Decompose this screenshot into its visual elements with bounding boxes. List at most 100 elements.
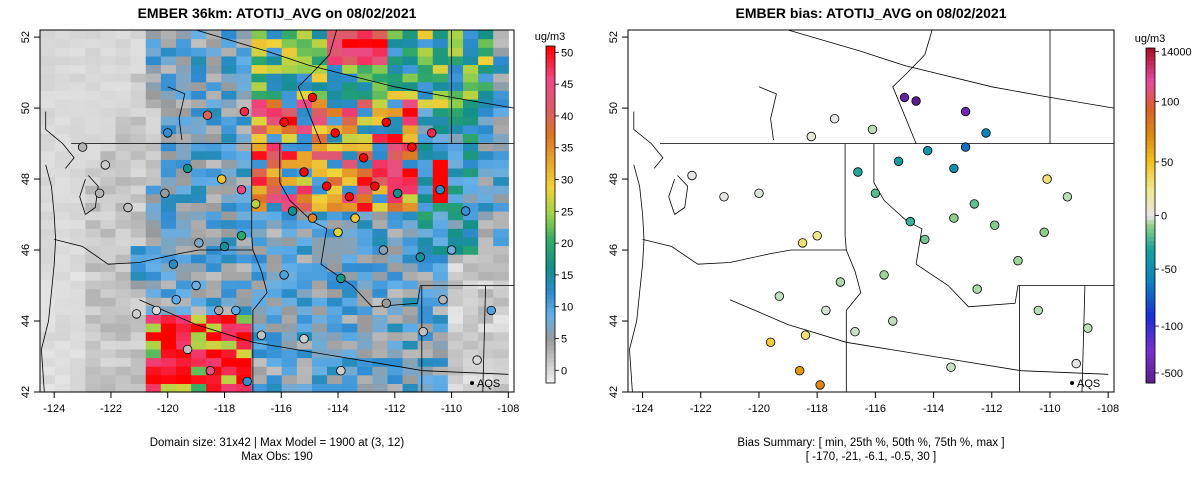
grid-cell [281,288,298,298]
observation-point [415,252,426,262]
observation-point [1042,174,1052,184]
grid-cell [40,64,56,74]
grid-cell [175,228,192,238]
colorbar-unit: ug/m3 [1135,33,1166,45]
grid-cell [115,150,132,160]
grid-cell [478,167,494,178]
colorbar-tick-label: 0 [561,365,567,377]
grid-cell [266,236,283,247]
grid-cell [206,374,222,384]
grid-cell [417,176,434,186]
grid-cell [40,245,56,255]
grid-cell [175,219,192,229]
grid-cell [40,193,56,203]
observation-point [205,366,216,376]
grid-cell [281,124,298,135]
grid-cell [342,30,358,40]
grid-cell [432,374,449,384]
grid-cell [251,314,268,324]
grid-cell [40,202,56,212]
x-tick-label: -118 [807,403,828,415]
grid-cell [372,323,389,333]
colorbar-tick-label: 25 [561,206,573,218]
grid-cell [55,374,71,384]
boundary-line [892,29,933,144]
grid-cell [251,185,268,195]
grid-cell [145,271,162,281]
grid-cell [296,348,313,359]
boundary-line [279,143,421,308]
grid-cell [221,357,237,367]
grid-cell [206,116,222,126]
colorbar-segment [1146,140,1155,145]
colorbar-segment [546,104,555,110]
grid-cell [70,73,86,83]
grid-cell [40,81,56,91]
colorbar-segment [1146,56,1155,62]
grid-cell [70,331,86,341]
grid-cell [100,55,117,66]
grid-cell [463,228,479,238]
grid-cell [327,271,343,281]
observation-point [381,298,392,309]
grid-cell [327,288,343,298]
grid-cell [251,228,268,238]
grid-cell [463,142,479,152]
grid-cell [160,357,177,367]
grid-cell [463,55,479,66]
grid-cell [130,107,147,117]
grid-cell [296,150,313,160]
observation-point [946,362,956,372]
colorbar-segment [1146,98,1155,103]
boundary-line [844,143,847,251]
grid-cell [281,185,298,195]
grid-cell [372,366,389,376]
grid-cell [100,211,117,221]
observation-point [879,270,889,280]
grid-cell [342,288,358,298]
grid-cell [130,124,147,135]
x-tick-label: -108 [497,403,519,415]
grid-cell [55,211,71,221]
grid-cell [100,98,117,109]
grid-cell [327,357,343,367]
grid-cell [266,374,283,384]
grid-cell [493,133,509,143]
grid-cell [417,116,434,126]
observation-point [239,106,250,117]
colorbar-segment [1146,324,1155,330]
grid-cell [296,30,313,40]
colorbar-segment [1146,144,1155,149]
grid-cell [311,150,328,160]
grid-cell [478,133,494,143]
grid-cell [493,64,509,74]
grid-cell [478,271,494,281]
grid-cell [447,211,464,221]
grid-cell [463,193,479,203]
grid-cell [55,64,71,74]
grid-cell [463,202,479,212]
observation-point [472,355,482,365]
grid-cell [70,30,86,40]
grid-cell [191,124,207,135]
grid-cell [251,383,268,393]
grid-cell [342,331,358,341]
colorbar-segment [1146,370,1155,376]
grid-cell [55,55,71,66]
colorbar-segment [546,185,555,190]
grid-cell [402,159,419,169]
grid-cell [191,133,207,143]
grid-cell [447,279,464,290]
grid-cell [493,98,509,109]
colorbar-segment [546,58,555,64]
grid-cell [221,262,237,272]
grid-cell [447,73,464,83]
grid-cell [160,133,177,143]
grid-cell [55,107,71,117]
grid-cell [55,185,71,195]
grid-cell [447,383,464,393]
grid-cell [463,254,479,264]
grid-cell [417,331,434,341]
grid-cell [417,73,434,83]
grid-cell [191,167,207,178]
